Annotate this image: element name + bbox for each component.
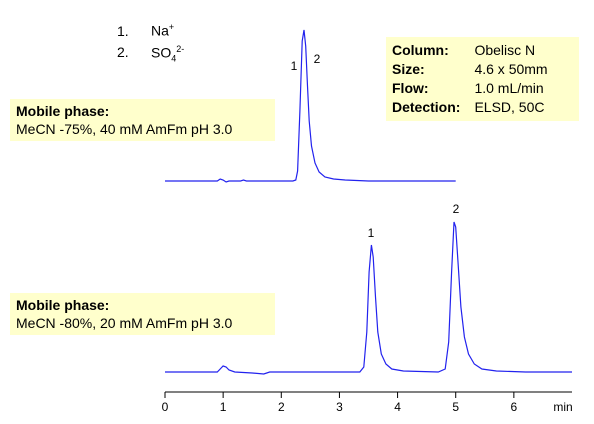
x-tick-label: 0 [162,400,169,414]
peak-label: 1 [368,226,375,240]
peak-label: 2 [314,52,321,66]
x-axis-label: min [553,400,572,414]
info-key: Flow: [392,80,429,96]
info-row: Column: Obelisc N [392,41,562,60]
mobile-phase-box: Mobile phase: MeCN -80%, 20 mM AmFm pH 3… [10,293,275,335]
mobile-phase-text: MeCN -75%, 40 mM AmFm pH 3.0 [16,121,233,137]
info-value: 1.0 mL/min [474,80,544,96]
legend-label: SO [151,44,172,61]
info-row: Size: 4.6 x 50mm [392,60,562,79]
info-row: Detection: ELSD, 50C [392,98,562,117]
x-tick-label: 4 [394,400,401,414]
legend-sub: 4 [171,53,177,64]
trace [165,29,456,183]
legend-number: 2. [117,44,129,61]
legend-label: Na [151,22,169,39]
info-key: Column: [392,42,449,58]
legend-item: 1. Na+ [117,18,184,40]
peak-label: 2 [453,202,460,216]
x-tick-label: 3 [336,400,343,414]
mobile-phase-title: Mobile phase: [16,297,110,313]
trace [165,221,572,375]
legend: 1. Na+ 2. SO42- [117,18,184,67]
info-row: Flow: 1.0 mL/min [392,79,562,98]
legend-item: 2. SO42- [117,40,184,67]
legend-number: 1. [117,22,129,39]
x-tick-label: 5 [452,400,459,414]
info-value: ELSD, 50C [474,99,545,115]
x-tick-label: 1 [220,400,227,414]
mobile-phase-title: Mobile phase: [16,103,110,119]
mobile-phase-text: MeCN -80%, 20 mM AmFm pH 3.0 [16,315,233,331]
peak-label: 1 [291,59,298,73]
info-value: Obelisc N [474,42,536,58]
info-value: 4.6 x 50mm [474,61,548,77]
mobile-phase-box: Mobile phase: MeCN -75%, 40 mM AmFm pH 3… [10,99,275,141]
legend-sup: + [168,22,175,32]
info-key: Detection: [392,99,461,115]
info-table: Column: Obelisc N Size: 4.6 x 50mm Flow: 1.0 … [392,41,562,117]
x-tick-label: 2 [278,400,285,414]
legend-sup: 2- [176,43,185,54]
info-key: Size: [392,61,425,77]
x-tick-label: 6 [511,400,518,414]
column-info: Column: Obelisc N Size: 4.6 x 50mm Flow: 1.0 … [386,37,579,121]
